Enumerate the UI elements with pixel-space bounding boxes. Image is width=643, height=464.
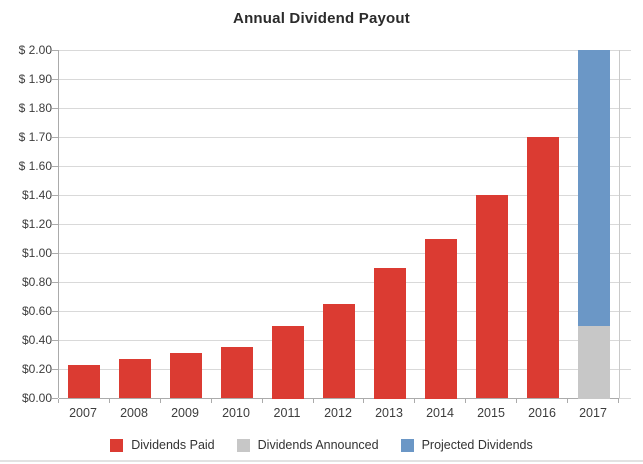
y-axis-label: $1.40 [21, 188, 52, 202]
y-axis-tick [52, 166, 58, 167]
y-axis-tick [52, 224, 58, 225]
right-axis-tick [619, 340, 631, 341]
right-axis-tick [619, 369, 631, 370]
legend-label: Dividends Paid [131, 438, 215, 452]
right-axis-tick [619, 253, 631, 254]
bar-2013-dividends-paid [374, 268, 406, 399]
bar-2011-dividends-paid [272, 326, 304, 399]
x-axis-tick [211, 399, 212, 403]
x-axis-tick [262, 399, 263, 403]
y-axis-tick [52, 282, 58, 283]
gridline [59, 224, 619, 225]
chart-title: Annual Dividend Payout [233, 10, 410, 27]
legend-label: Dividends Announced [257, 438, 379, 452]
bar-2008-dividends-paid [119, 359, 151, 398]
right-axis-tick [619, 195, 631, 196]
legend-label: Projected Dividends [421, 438, 533, 452]
y-axis-label: $0.60 [21, 304, 52, 318]
right-axis-tick [619, 79, 631, 80]
x-axis-tick [465, 399, 466, 403]
gridline [59, 166, 619, 167]
right-axis-tick [619, 282, 631, 283]
x-axis-label: 2008 [120, 406, 148, 420]
x-axis-tick [363, 399, 364, 403]
bar-2014-dividends-paid [425, 239, 457, 399]
bar-2009-dividends-paid [170, 353, 202, 398]
x-axis-label: 2015 [477, 406, 505, 420]
legend-swatch-icon [110, 438, 124, 452]
x-axis-tick [313, 399, 314, 403]
y-axis-label: $1.20 [21, 217, 52, 231]
gridline [59, 50, 619, 51]
legend-item-projected-dividends: Projected Dividends [400, 438, 533, 452]
y-axis-label: $ 1.60 [18, 159, 52, 173]
bar-2016-dividends-paid [527, 137, 559, 398]
gridline [59, 282, 619, 283]
x-axis-tick [618, 399, 619, 403]
right-axis-tick [619, 166, 631, 167]
y-axis-label: $0.80 [21, 275, 52, 289]
x-axis-label: 2017 [579, 406, 607, 420]
bottom-shadow-divider [0, 460, 643, 462]
y-axis-label: $ 1.90 [18, 72, 52, 86]
bar-2017-projected-dividends [578, 50, 610, 326]
right-axis-tick [619, 398, 631, 399]
legend-item-dividends-paid: Dividends Paid [110, 438, 215, 452]
y-axis-tick [52, 195, 58, 196]
y-axis-label: $0.40 [21, 333, 52, 347]
x-axis-tick [414, 399, 415, 403]
x-axis-label: 2011 [273, 406, 301, 420]
y-axis-tick [52, 137, 58, 138]
x-axis-label: 2010 [222, 406, 250, 420]
gridline [59, 398, 619, 399]
y-axis-label: $ 1.70 [18, 130, 52, 144]
plot-area [58, 50, 620, 399]
y-axis-label: $ 2.00 [18, 43, 52, 57]
x-axis-tick [516, 399, 517, 403]
bar-2010-dividends-paid [221, 347, 253, 398]
y-axis-tick [52, 311, 58, 312]
y-axis-tick [52, 108, 58, 109]
y-axis-label: $1.00 [21, 246, 52, 260]
x-axis-tick [567, 399, 568, 403]
x-axis-label: 2016 [528, 406, 556, 420]
y-axis-label: $0.00 [21, 391, 52, 405]
x-axis-label: 2014 [426, 406, 454, 420]
bar-2007-dividends-paid [68, 365, 100, 398]
y-axis-tick [52, 369, 58, 370]
y-axis-tick [52, 79, 58, 80]
gridline [59, 253, 619, 254]
x-axis-tick [160, 399, 161, 403]
legend-swatch-icon [236, 438, 250, 452]
right-axis-tick [619, 224, 631, 225]
x-axis-tick [58, 399, 59, 403]
gridline [59, 137, 619, 138]
y-axis-label: $0.20 [21, 362, 52, 376]
x-axis-label: 2007 [69, 406, 97, 420]
right-axis-tick [619, 311, 631, 312]
y-axis-tick [52, 253, 58, 254]
bar-2012-dividends-paid [323, 304, 355, 398]
legend-swatch-icon [400, 438, 414, 452]
legend: Dividends Paid Dividends Announced Project… [0, 436, 643, 454]
bar-2015-dividends-paid [476, 195, 508, 398]
right-axis-tick [619, 50, 631, 51]
right-axis-tick [619, 137, 631, 138]
x-axis-label: 2012 [324, 406, 352, 420]
x-axis-label: 2013 [375, 406, 403, 420]
gridline [59, 195, 619, 196]
y-axis-tick [52, 50, 58, 51]
gridline [59, 108, 619, 109]
gridline [59, 79, 619, 80]
legend-item-dividends-announced: Dividends Announced [236, 438, 379, 452]
bar-2017-dividends-announced [578, 326, 610, 399]
y-axis-tick [52, 398, 58, 399]
x-axis-tick [109, 399, 110, 403]
y-axis-tick [52, 340, 58, 341]
x-axis-label: 2009 [171, 406, 199, 420]
right-axis-tick [619, 108, 631, 109]
y-axis-label: $ 1.80 [18, 101, 52, 115]
